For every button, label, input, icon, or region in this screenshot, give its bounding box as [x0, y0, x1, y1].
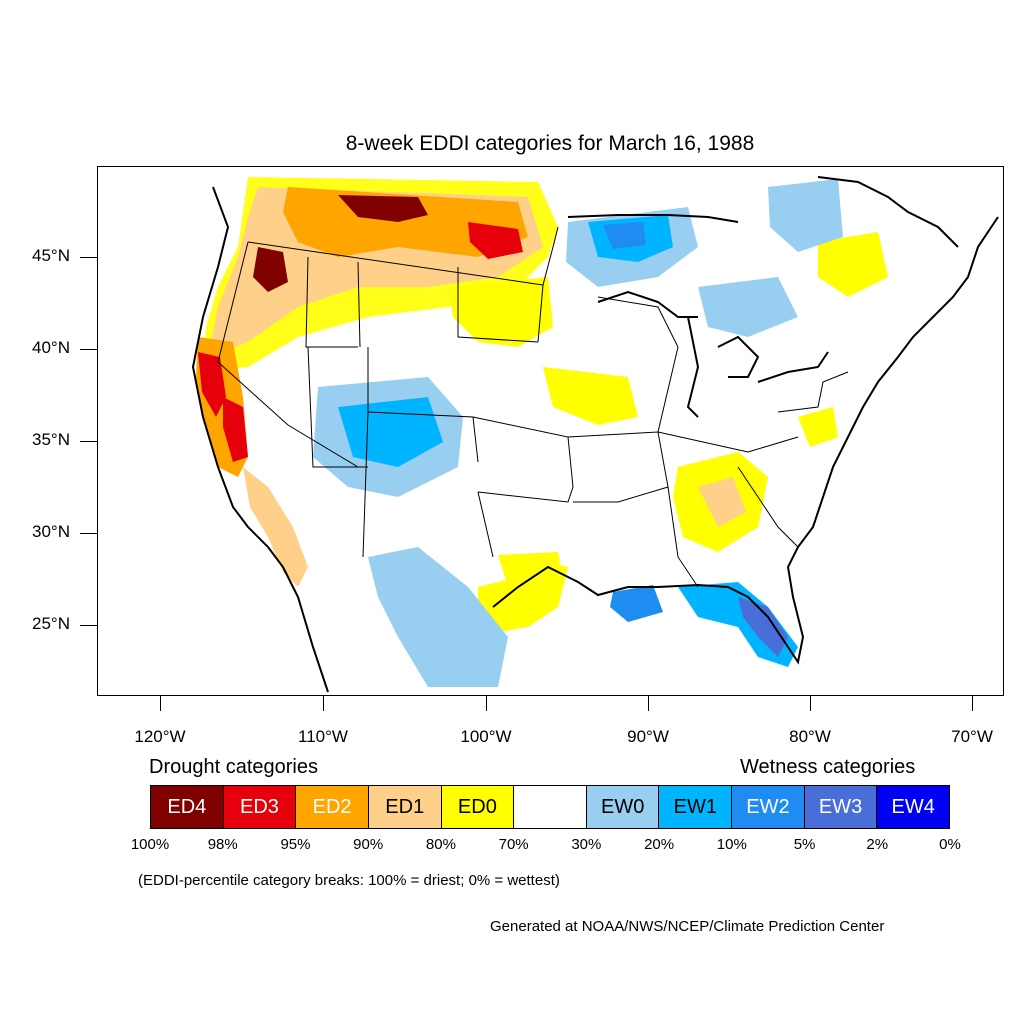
lon-label-90w: 90°W	[627, 727, 669, 746]
lon-tick	[160, 696, 161, 711]
legend-box-ew3: EW3	[804, 786, 878, 828]
lon-label-110w: 110°W	[298, 727, 348, 746]
lat-tick	[80, 257, 97, 258]
legend-break-label: 98%	[207, 836, 238, 853]
legend-break-label: 70%	[498, 836, 529, 853]
legend-box-ew1: EW1	[659, 786, 733, 828]
lat-tick	[80, 349, 97, 350]
drought-categories-heading: Drought categories	[149, 756, 318, 778]
legend-box-ed0: ED0	[441, 786, 515, 828]
lon-tick	[972, 696, 973, 711]
legend-box-ed4: ED4	[151, 786, 224, 828]
legend-box-ew0: EW0	[586, 786, 660, 828]
coastlines	[191, 176, 999, 693]
lon-tick	[486, 696, 487, 711]
lon-tick	[648, 696, 649, 711]
lon-label-80w: 80°W	[789, 727, 831, 746]
lon-tick	[810, 696, 811, 711]
lat-label-25: 25°N	[32, 614, 70, 633]
category-note: (EDDI-percentile category breaks: 100% =…	[138, 872, 560, 889]
lat-label-30: 30°N	[32, 522, 70, 541]
lon-tick	[323, 696, 324, 711]
legend-break-label: 80%	[425, 836, 456, 853]
legend-break-label: 95%	[280, 836, 311, 853]
lon-label-120w: 120°W	[134, 727, 186, 746]
legend-break-label: 20%	[644, 836, 675, 853]
lat-tick	[80, 625, 97, 626]
legend-break-label: 90%	[353, 836, 384, 853]
eddi-map	[191, 175, 1003, 693]
legend-break-label: 30%	[571, 836, 602, 853]
lon-label-100w: 100°W	[460, 727, 512, 746]
legend-box-ed1: ED1	[368, 786, 442, 828]
lat-label-35: 35°N	[32, 430, 70, 449]
lat-tick	[80, 441, 97, 442]
lon-label-70w: 70°W	[951, 727, 993, 746]
legend-box-neutral	[514, 786, 587, 828]
map-title: 8-week EDDI categories for March 16, 198…	[345, 132, 755, 155]
lat-tick	[80, 533, 97, 534]
wetness-categories-heading: Wetness categories	[740, 756, 916, 778]
legend-box-ew2: EW2	[732, 786, 805, 828]
map-panel	[97, 166, 1004, 696]
lat-label-45: 45°N	[32, 246, 70, 265]
boundaries	[217, 226, 849, 588]
legend-break-label: 10%	[716, 836, 747, 853]
legend-break-label: 5%	[793, 836, 816, 853]
legend-box-ew4: EW4	[877, 786, 950, 828]
lat-label-40: 40°N	[32, 338, 70, 357]
legend-break-label: 2%	[866, 836, 889, 853]
legend-break-label: 100%	[130, 836, 170, 853]
legend-box-ed2: ED2	[296, 786, 369, 828]
legend-box-ed3: ED3	[223, 786, 297, 828]
legend-color-bar: ED4 ED3 ED2 ED1 ED0 EW0 EW1 EW2 EW3 EW4	[150, 785, 950, 829]
credit-line: Generated at NOAA/NWS/NCEP/Climate Predi…	[490, 918, 885, 935]
legend-break-label: 0%	[939, 836, 961, 853]
